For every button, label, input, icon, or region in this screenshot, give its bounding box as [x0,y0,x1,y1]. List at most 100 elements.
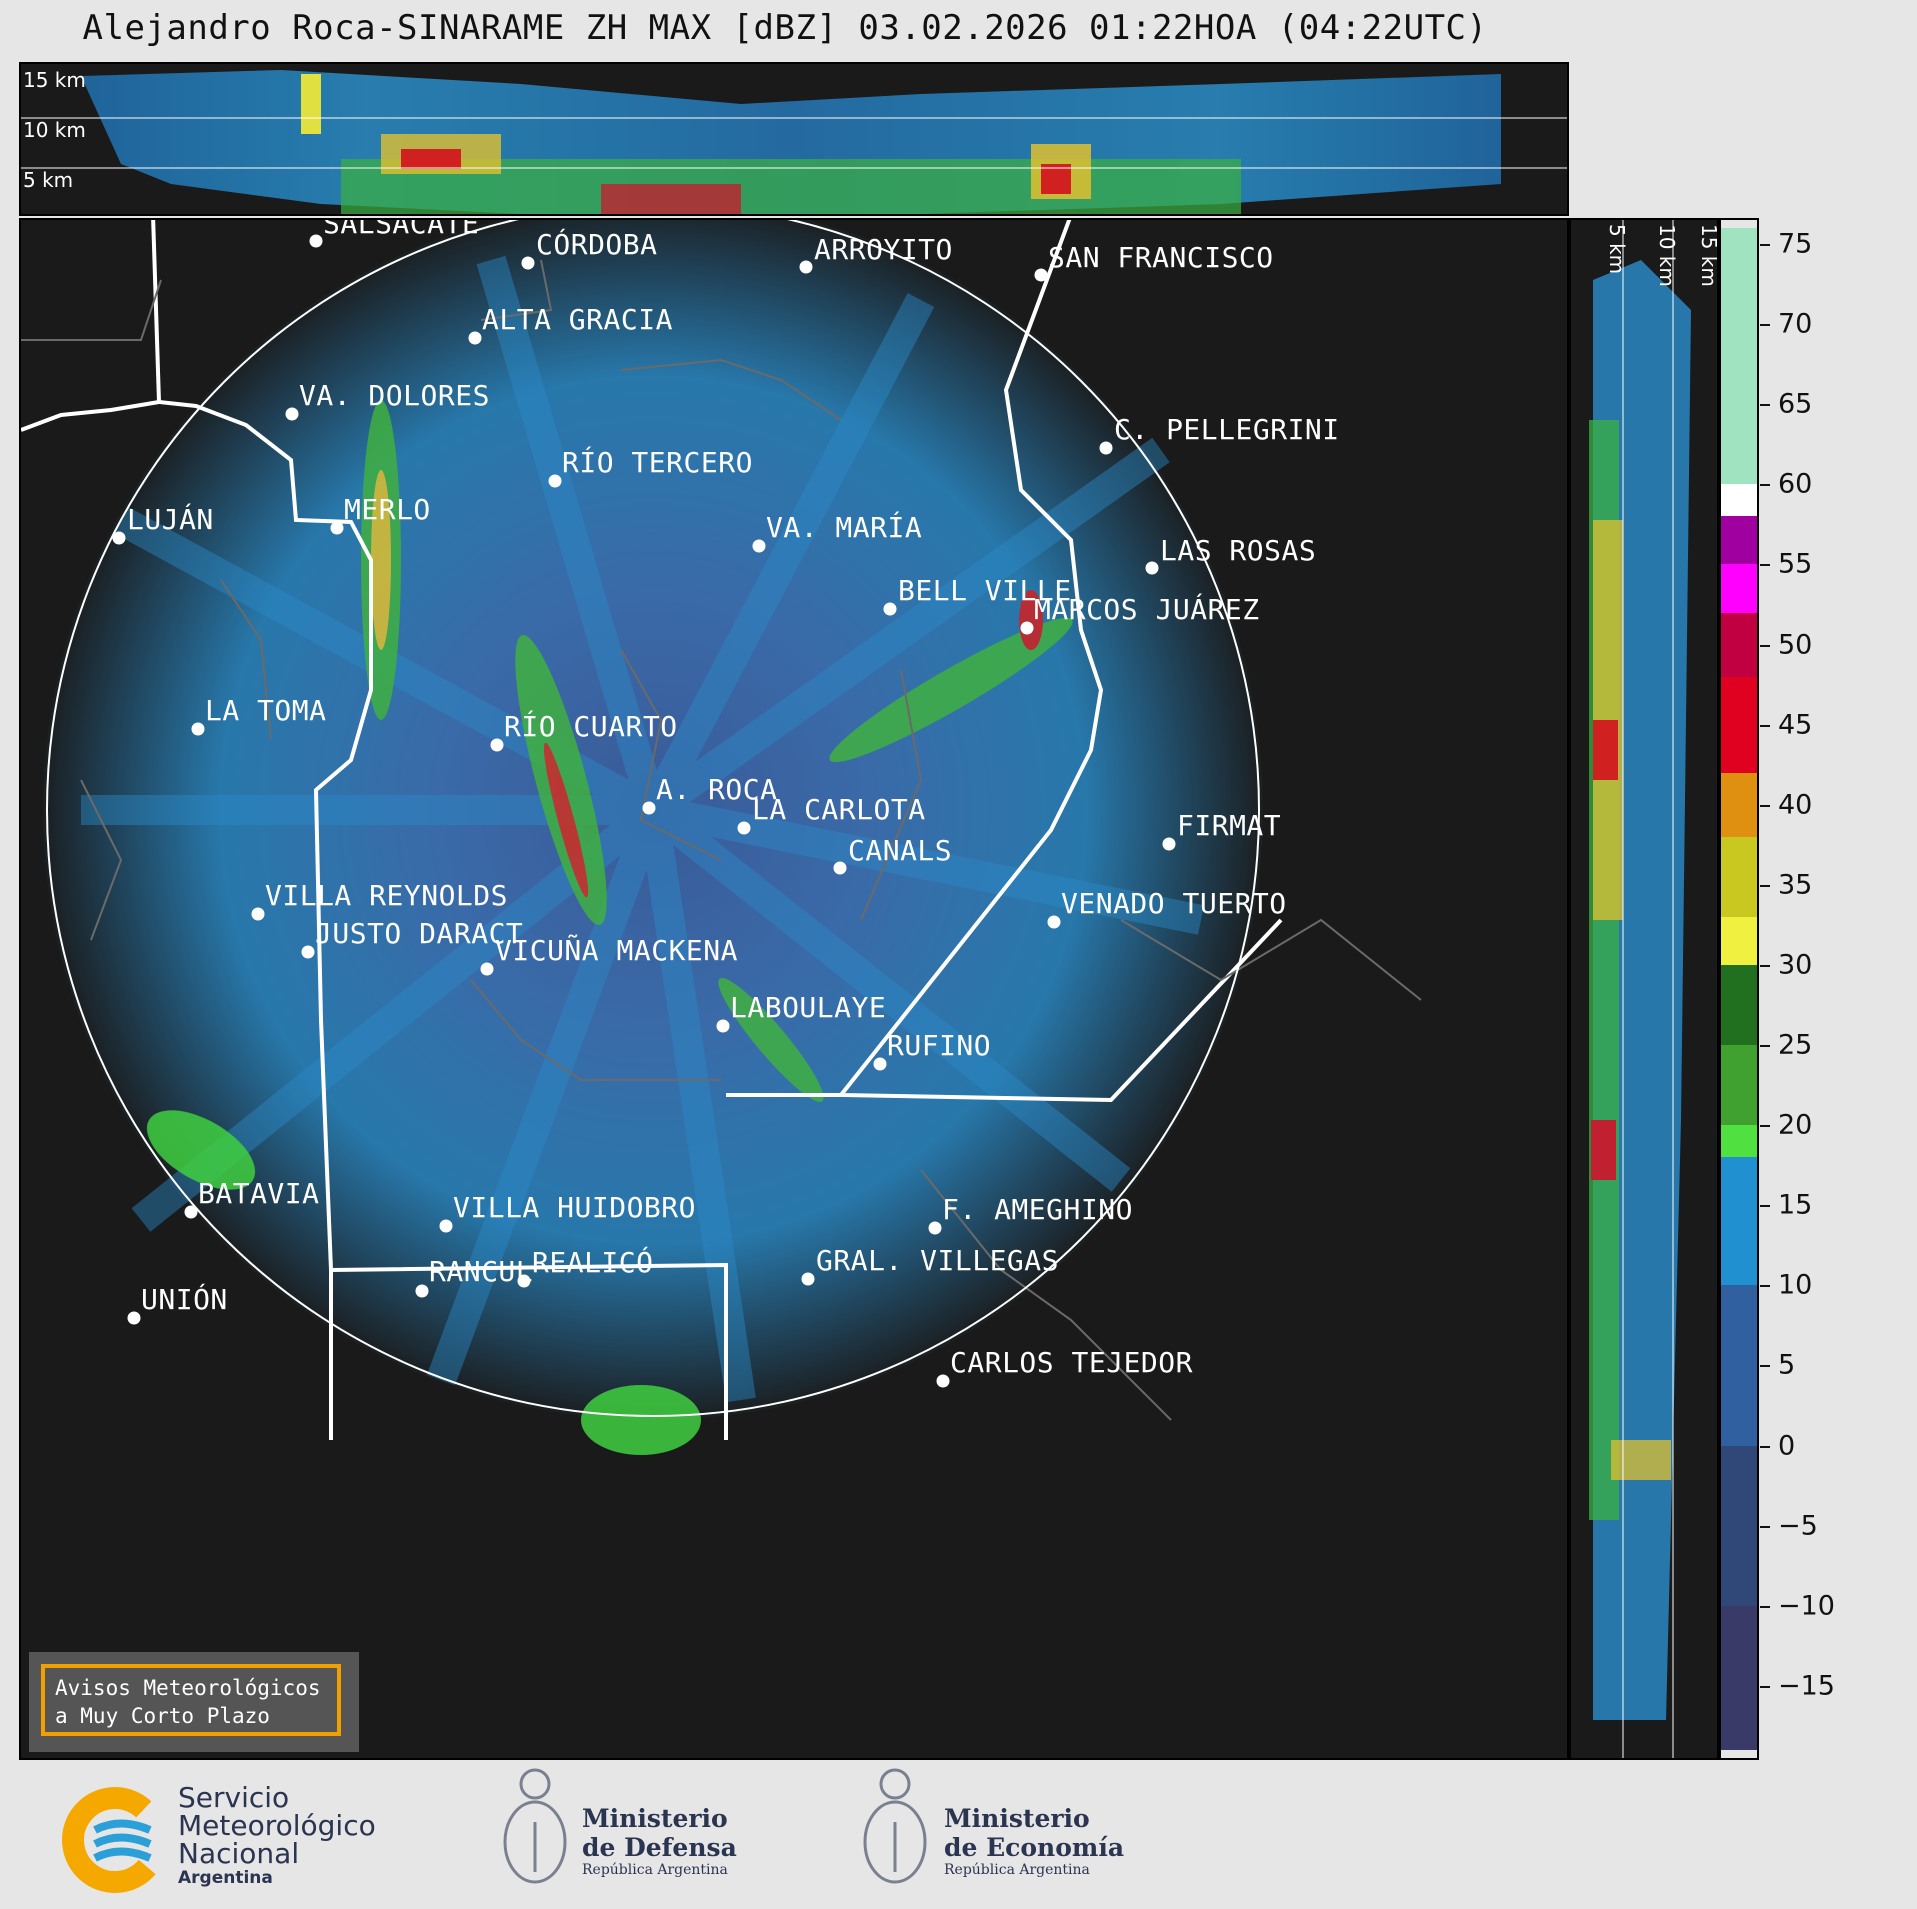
city-dot [517,1274,531,1288]
economia-seal-icon [863,1768,927,1884]
city-dot [873,1057,887,1071]
colorbar-tick-label: 55 [1778,548,1813,580]
colorbar-band [1721,1285,1757,1446]
city-dot [309,234,323,248]
city-dot [184,1205,198,1219]
colorbar-band [1721,1125,1757,1158]
colorbar-tick-mark [1760,1285,1770,1288]
city-label: CÓRDOBA [536,228,658,261]
side-cross-section-svg [1589,220,1691,1758]
city-label: ARROYITO [814,233,953,266]
city-label: LAS ROSAS [1160,534,1317,567]
colorbar-tick-label: 45 [1778,709,1813,741]
notice-box-inner: Avisos Meteorológicos a Muy Corto Plazo [41,1664,341,1736]
side-cross-section-panel: 5 km 10 km 15 km [1569,218,1719,1760]
colorbar-band [1721,1045,1757,1126]
colorbar-tick-label: 75 [1778,228,1813,260]
city-dot [752,539,766,553]
colorbar-band [1721,916,1757,965]
city-label: LABOULAYE [730,991,887,1024]
city-dot [480,962,494,976]
city-dot [928,1221,942,1235]
city-dot [833,861,847,875]
colorbar-tick-label: 60 [1778,468,1813,500]
defensa-seal-icon [503,1768,567,1884]
city-label: F. AMEGHINO [942,1193,1133,1226]
side-echo-core-3 [1591,1120,1616,1180]
footer-logos-svg [62,1768,927,1893]
side-km-label-5: 5 km [1605,224,1629,275]
city-dot [548,474,562,488]
side-echo-core-2 [1593,720,1618,780]
colorbar-band [1721,772,1757,837]
smn-logo-icon [62,1787,168,1893]
city-dot [330,521,344,535]
colorbar-tick-label: −10 [1778,1590,1835,1622]
colorbar-tick-mark [1760,644,1770,647]
colorbar-band [1721,516,1757,565]
city-label: CARLOS TEJEDOR [950,1346,1194,1379]
city-dot [112,531,126,545]
city-dot [1162,837,1176,851]
colorbar-tick-label: 20 [1778,1109,1813,1141]
city-label: MERLO [344,493,431,526]
colorbar-band [1721,564,1757,613]
economia-line-1: Ministerio [944,1804,1090,1833]
city-label: BATAVIA [198,1177,320,1210]
city-dot [301,945,315,959]
city-dot [737,821,751,835]
top-echo-core-5 [301,74,321,134]
city-dot [127,1311,141,1325]
colorbar-tick-mark [1760,1365,1770,1368]
province-boundaries [21,220,1283,1440]
city-label: UNIÓN [141,1283,228,1316]
side-echo-core-4 [1611,1440,1671,1480]
radar-map-svg [21,220,1422,1455]
smn-logo-text: Servicio Meteorológico Nacional Argentin… [178,1781,376,1889]
city-dot [521,256,535,270]
side-km-label-15: 15 km [1697,224,1719,287]
economia-logo-text: Ministerio de Economía República Argenti… [944,1804,1124,1878]
city-label: VILLA HUIDOBRO [453,1191,697,1224]
colorbar-tick-label: 15 [1778,1189,1813,1221]
smn-line-1: Servicio [178,1781,290,1814]
side-km-label-10: 10 km [1655,224,1679,287]
colorbar-tick-mark [1760,804,1770,807]
colorbar-band [1721,964,1757,1046]
colorbar-tick-mark [1760,964,1770,967]
colorbar-tick-mark [1760,324,1770,327]
city-dot [251,907,265,921]
colorbar-tick-label: −5 [1778,1510,1818,1542]
economia-line-3: República Argentina [944,1862,1090,1878]
colorbar [1719,218,1759,1760]
city-label: CANALS [848,834,953,867]
city-dot [468,331,482,345]
defensa-line-3: República Argentina [582,1862,728,1878]
colorbar-tick-label: −15 [1778,1670,1835,1702]
smn-line-2: Meteorológico [178,1809,376,1842]
radar-map-panel: SALSACATE CÓRDOBA ARROYITO SAN FRANCISCO ALT… [19,218,1569,1760]
colorbar-tick-label: 70 [1778,308,1813,340]
colorbar-tick-mark [1760,724,1770,727]
colorbar-band [1721,836,1757,917]
city-label: VA. DOLORES [299,379,490,412]
colorbar-band [1721,1445,1757,1606]
city-dot [936,1374,950,1388]
city-label: LA TOMA [205,694,327,727]
top-echo-core-6 [601,184,741,214]
colorbar-tick-mark [1760,1445,1770,1448]
city-label: LA CARLOTA [752,793,926,826]
city-dot [799,260,813,274]
city-label: ALTA GRACIA [482,303,673,336]
smn-line-4: Argentina [178,1868,273,1888]
city-label: VILLA REYNOLDS [265,879,509,912]
colorbar-tick-label: 40 [1778,789,1813,821]
city-label: REALICÓ [532,1246,654,1279]
economia-line-2: de Economía [944,1833,1125,1862]
colorbar-tick-mark [1760,564,1770,567]
colorbar-tick-label: 30 [1778,949,1813,981]
colorbar-tick-label: 10 [1778,1269,1813,1301]
city-dot [490,738,504,752]
city-label: RUFINO [887,1029,992,1062]
notice-box[interactable]: Avisos Meteorológicos a Muy Corto Plazo [29,1652,359,1752]
